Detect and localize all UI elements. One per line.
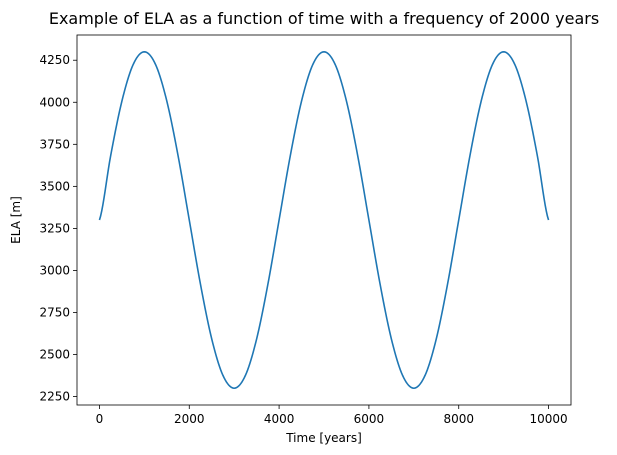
y-tick-label: 2250	[39, 390, 70, 404]
y-tick-label: 4000	[39, 95, 70, 109]
plot-area: 0 2000 4000 6000 8000 10000 2250 2500 2750 3000 32…	[39, 34, 572, 426]
y-tick-label: 3750	[39, 137, 70, 151]
x-tick-label: 2000	[174, 412, 205, 426]
y-tick-label: 2750	[39, 306, 70, 320]
x-tick-label: 8000	[443, 412, 474, 426]
y-tick-label: 2500	[39, 348, 70, 362]
y-tick-label: 3250	[39, 221, 70, 235]
y-tick-label: 3000	[39, 263, 70, 277]
y-tick-label: 4250	[39, 53, 70, 67]
x-tick-label: 6000	[354, 412, 385, 426]
x-axis-label: Time [years]	[285, 431, 362, 445]
x-tick-label: 4000	[264, 412, 295, 426]
plot-frame	[76, 34, 572, 406]
series-line	[98, 51, 550, 389]
y-tick-label: 3500	[39, 179, 70, 193]
x-tick-label: 10000	[529, 412, 567, 426]
x-tick-label: 0	[96, 412, 104, 426]
y-axis-label: ELA [m]	[9, 196, 23, 244]
chart-title: Example of ELA as a function of time wit…	[49, 9, 599, 28]
